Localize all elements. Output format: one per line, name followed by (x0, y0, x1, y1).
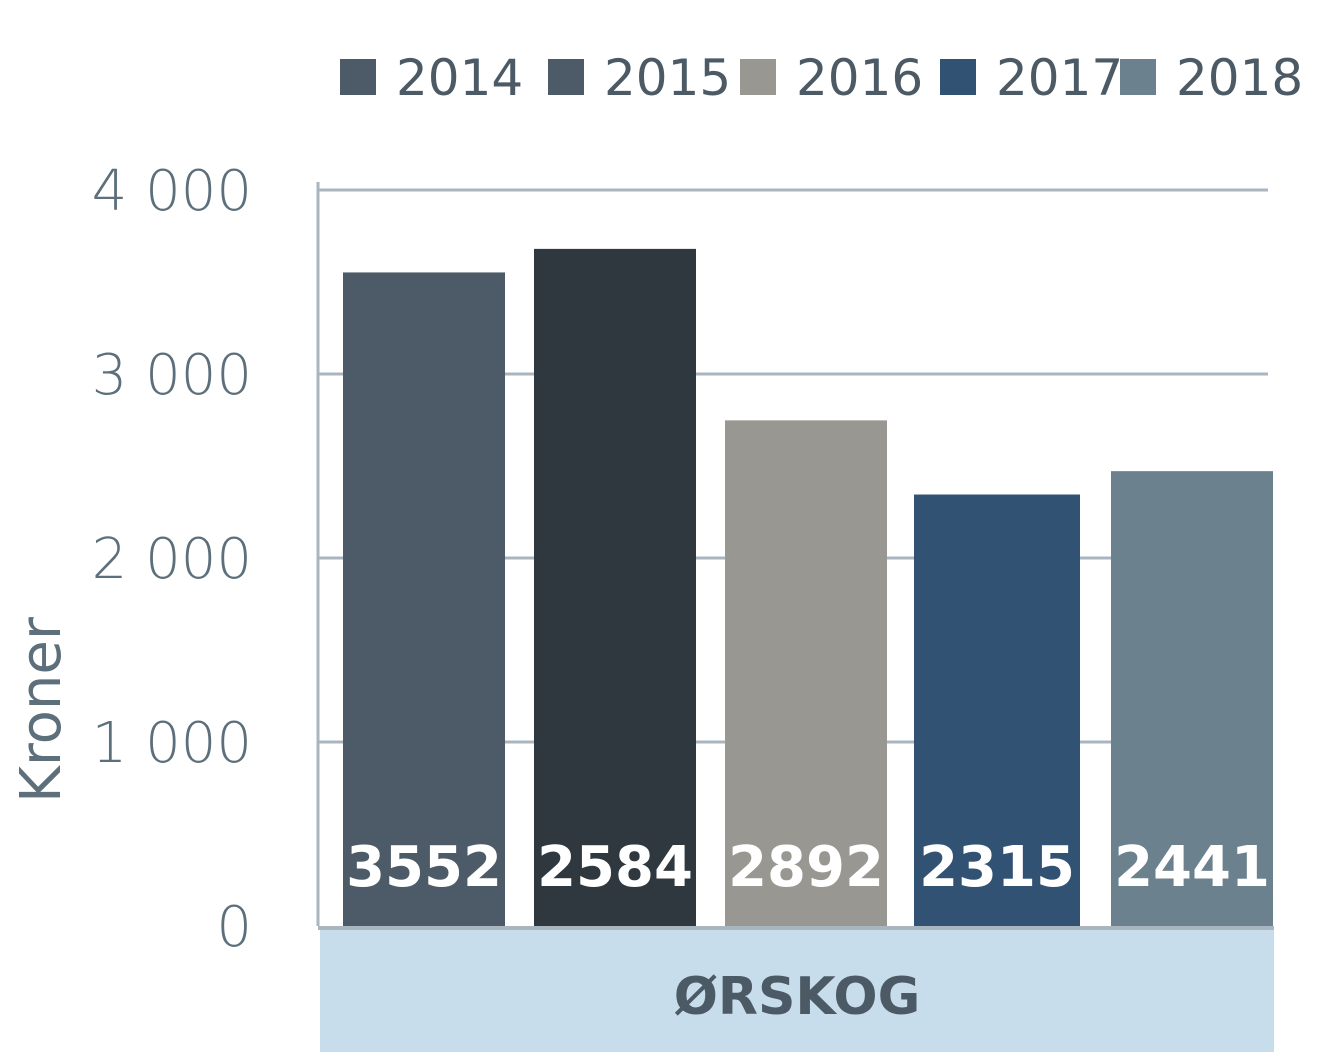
legend-swatch-2016 (740, 59, 776, 95)
y-tick-label: 2 000 (92, 527, 252, 592)
legend-label-2017: 2017 (996, 49, 1123, 107)
legend-label-2014: 2014 (396, 49, 523, 107)
legend: 2014 2015 2016 2017 2018 (340, 49, 1303, 107)
category-band-rect (320, 930, 1274, 1052)
legend-label-2018: 2018 (1176, 49, 1303, 107)
data-label-2015: 2584 (537, 835, 693, 900)
legend-label-2015: 2015 (604, 49, 731, 107)
y-axis: 0 1 000 2 000 3 000 4 000 (92, 159, 320, 960)
y-tick-label: 4 000 (92, 159, 252, 224)
legend-label-2016: 2016 (796, 49, 923, 107)
bar-2016 (725, 420, 887, 926)
bar-2015 (534, 248, 696, 926)
bar-2017 (914, 494, 1080, 926)
y-tick-label: 3 000 (92, 343, 252, 408)
data-label-2016: 2892 (728, 835, 884, 900)
bar-2014 (343, 272, 505, 926)
category-band: ØRSKOG (318, 926, 1274, 1052)
y-axis-label: Kroner (9, 616, 74, 803)
bar-2018 (1111, 471, 1273, 926)
category-label: ØRSKOG (674, 967, 921, 1027)
y-tick-label: 0 (216, 895, 252, 960)
bars: 3552 2584 2892 2315 2441 (343, 248, 1273, 926)
legend-swatch-2015 (548, 59, 584, 95)
legend-swatch-2018 (1120, 59, 1156, 95)
legend-swatch-2014 (340, 59, 376, 95)
legend-swatch-2017 (940, 59, 976, 95)
data-label-2014: 3552 (346, 835, 502, 900)
data-label-2017: 2315 (919, 835, 1075, 900)
y-tick-label: 1 000 (92, 711, 252, 776)
data-label-2018: 2441 (1114, 835, 1270, 900)
